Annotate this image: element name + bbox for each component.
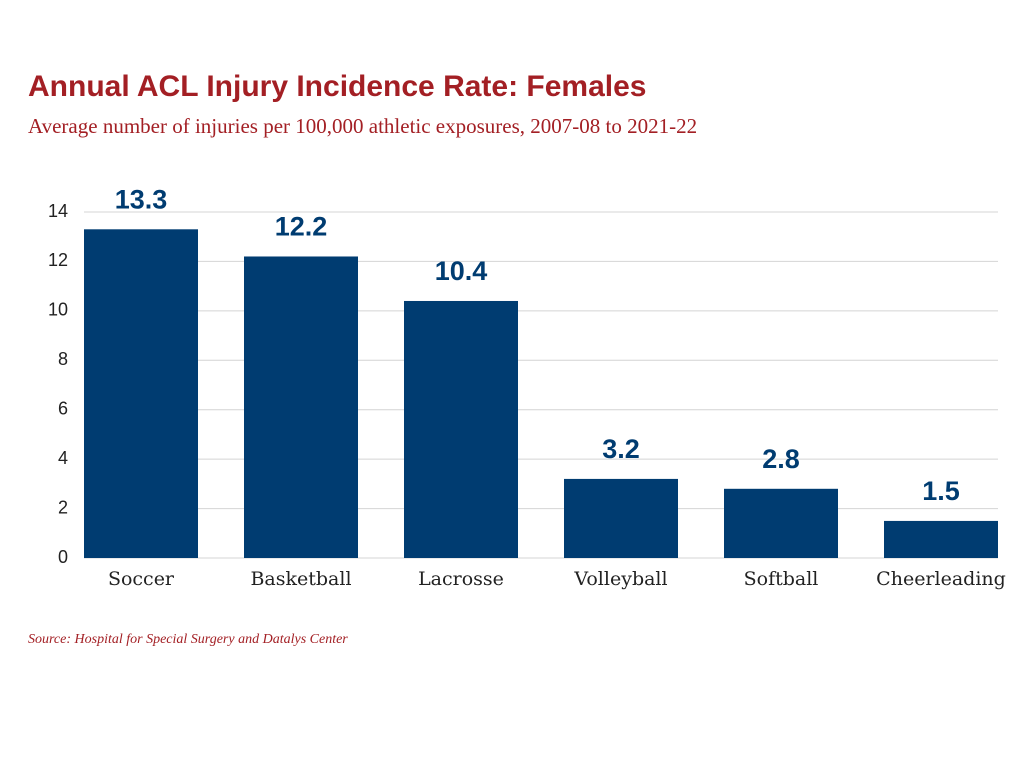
x-tick-label: Basketball	[250, 568, 351, 590]
y-tick-label: 12	[48, 250, 68, 270]
y-tick-label: 6	[58, 398, 68, 418]
bar	[564, 478, 678, 558]
bar	[84, 229, 198, 559]
y-tick-label: 8	[58, 349, 68, 369]
y-tick-label: 2	[58, 497, 68, 517]
y-tick-label: 10	[48, 300, 68, 320]
value-label: 1.5	[922, 476, 960, 506]
bar	[404, 300, 518, 558]
bar	[884, 520, 998, 558]
y-tick-label: 14	[48, 201, 68, 221]
value-label: 10.4	[435, 256, 488, 286]
x-tick-label: Soccer	[108, 568, 175, 590]
value-label: 12.2	[275, 212, 328, 242]
x-tick-label: Lacrosse	[418, 568, 504, 590]
y-tick-label: 4	[58, 448, 68, 468]
bar	[724, 488, 838, 558]
value-label: 3.2	[602, 434, 640, 464]
x-tick-label: Volleyball	[573, 568, 667, 590]
value-label: 13.3	[115, 184, 168, 214]
source-note: Source: Hospital for Special Surgery and…	[28, 632, 348, 647]
chart-subtitle: Average number of injuries per 100,000 a…	[28, 114, 697, 138]
y-tick-label: 0	[58, 547, 68, 567]
x-tick-label: Softball	[744, 568, 819, 590]
bar	[244, 256, 358, 558]
chart-title: Annual ACL Injury Incidence Rate: Female…	[28, 70, 647, 103]
value-label: 2.8	[762, 444, 800, 474]
x-tick-label: Cheerleading	[876, 568, 1006, 590]
